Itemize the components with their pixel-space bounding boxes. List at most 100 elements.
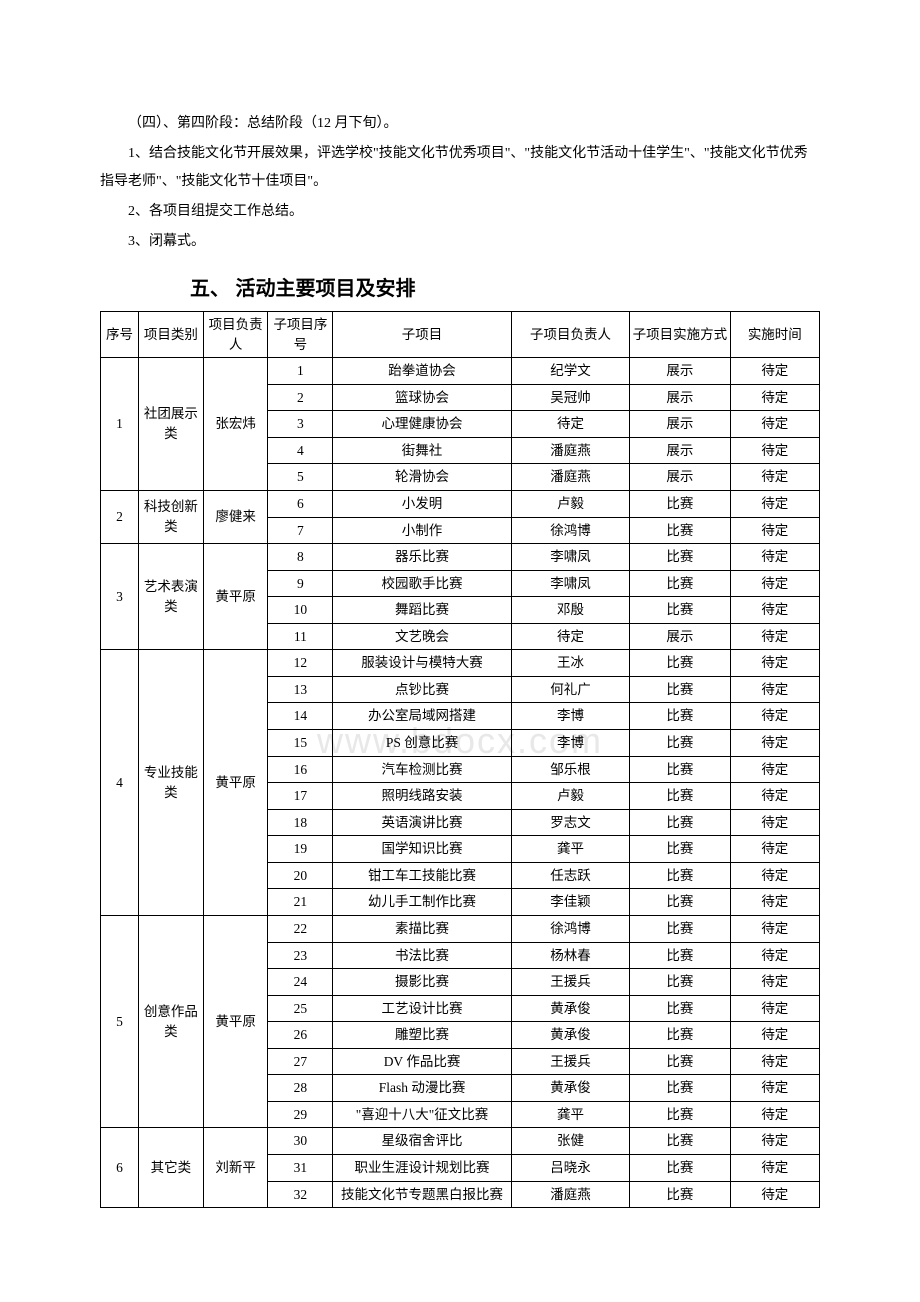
cell-seq: 6 (101, 1128, 139, 1208)
table-row: 5创意作品类黄平原22素描比赛徐鸿博比赛待定 (101, 915, 820, 942)
table-row: 2科技创新类廖健来6小发明卢毅比赛待定 (101, 490, 820, 517)
cell-owner: 龚平 (511, 1101, 629, 1128)
cell-subproject: 国学知识比赛 (333, 836, 512, 863)
cell-subproject: 照明线路安装 (333, 783, 512, 810)
cell-owner: 邹乐根 (511, 756, 629, 783)
cell-mode: 展示 (630, 464, 730, 491)
cell-subseq: 15 (268, 730, 333, 757)
cell-subproject: PS 创意比赛 (333, 730, 512, 757)
cell-owner: 李啸凤 (511, 570, 629, 597)
cell-time: 待定 (730, 756, 819, 783)
cell-subseq: 29 (268, 1101, 333, 1128)
cell-category: 其它类 (138, 1128, 203, 1208)
header-cat: 项目类别 (138, 312, 203, 358)
cell-subproject: "喜迎十八大"征文比赛 (333, 1101, 512, 1128)
cell-mode: 比赛 (630, 942, 730, 969)
cell-mode: 比赛 (630, 862, 730, 889)
cell-mode: 展示 (630, 358, 730, 385)
cell-subproject: 星级宿舍评比 (333, 1128, 512, 1155)
cell-subseq: 19 (268, 836, 333, 863)
cell-time: 待定 (730, 969, 819, 996)
cell-subseq: 25 (268, 995, 333, 1022)
cell-mode: 比赛 (630, 597, 730, 624)
cell-subproject: 跆拳道协会 (333, 358, 512, 385)
table-row: 6其它类刘新平30星级宿舍评比张健比赛待定 (101, 1128, 820, 1155)
cell-time: 待定 (730, 623, 819, 650)
cell-mode: 比赛 (630, 1048, 730, 1075)
cell-time: 待定 (730, 676, 819, 703)
header-owner: 子项目负责人 (511, 312, 629, 358)
cell-subseq: 10 (268, 597, 333, 624)
cell-subproject: 小制作 (333, 517, 512, 544)
cell-mode: 比赛 (630, 1075, 730, 1102)
cell-owner: 张健 (511, 1128, 629, 1155)
cell-subproject: 幼儿手工制作比赛 (333, 889, 512, 916)
cell-owner: 罗志文 (511, 809, 629, 836)
cell-owner: 吴冠帅 (511, 384, 629, 411)
cell-time: 待定 (730, 783, 819, 810)
cell-subproject: 技能文化节专题黑白报比赛 (333, 1181, 512, 1208)
cell-time: 待定 (730, 703, 819, 730)
cell-subproject: 职业生涯设计规划比赛 (333, 1155, 512, 1182)
cell-seq: 2 (101, 490, 139, 543)
cell-mode: 比赛 (630, 544, 730, 571)
cell-time: 待定 (730, 862, 819, 889)
cell-subproject: 篮球协会 (333, 384, 512, 411)
cell-owner: 李博 (511, 730, 629, 757)
cell-owner: 徐鸿博 (511, 915, 629, 942)
cell-owner: 徐鸿博 (511, 517, 629, 544)
cell-mode: 比赛 (630, 1128, 730, 1155)
cell-subproject: 街舞社 (333, 437, 512, 464)
cell-mode: 比赛 (630, 889, 730, 916)
cell-time: 待定 (730, 1022, 819, 1049)
cell-subproject: DV 作品比赛 (333, 1048, 512, 1075)
cell-time: 待定 (730, 836, 819, 863)
cell-time: 待定 (730, 1075, 819, 1102)
cell-time: 待定 (730, 650, 819, 677)
cell-seq: 3 (101, 544, 139, 650)
cell-owner: 待定 (511, 623, 629, 650)
cell-subseq: 14 (268, 703, 333, 730)
cell-subproject: 舞蹈比赛 (333, 597, 512, 624)
header-time: 实施时间 (730, 312, 819, 358)
cell-owner: 潘庭燕 (511, 437, 629, 464)
cell-subseq: 5 (268, 464, 333, 491)
cell-subseq: 3 (268, 411, 333, 438)
cell-subseq: 20 (268, 862, 333, 889)
cell-subseq: 27 (268, 1048, 333, 1075)
cell-mode: 比赛 (630, 650, 730, 677)
cell-subproject: Flash 动漫比赛 (333, 1075, 512, 1102)
cell-subproject: 摄影比赛 (333, 969, 512, 996)
cell-subseq: 17 (268, 783, 333, 810)
paragraph-item1: 1、结合技能文化节开展效果，评选学校"技能文化节优秀项目"、"技能文化节活动十佳… (100, 140, 820, 196)
cell-subproject: 小发明 (333, 490, 512, 517)
cell-mode: 比赛 (630, 1181, 730, 1208)
cell-time: 待定 (730, 517, 819, 544)
cell-time: 待定 (730, 915, 819, 942)
cell-subproject: 文艺晚会 (333, 623, 512, 650)
cell-owner: 待定 (511, 411, 629, 438)
cell-time: 待定 (730, 995, 819, 1022)
cell-time: 待定 (730, 809, 819, 836)
cell-seq: 1 (101, 358, 139, 491)
cell-subproject: 工艺设计比赛 (333, 995, 512, 1022)
cell-subseq: 16 (268, 756, 333, 783)
cell-category: 社团展示类 (138, 358, 203, 491)
section-heading: 五、 活动主要项目及安排 (190, 272, 820, 301)
table-row: 4专业技能类黄平原12服装设计与模特大赛王冰比赛待定 (101, 650, 820, 677)
cell-subseq: 11 (268, 623, 333, 650)
cell-category: 创意作品类 (138, 915, 203, 1128)
cell-mode: 比赛 (630, 703, 730, 730)
cell-owner: 王援兵 (511, 1048, 629, 1075)
cell-owner: 李啸凤 (511, 544, 629, 571)
cell-manager: 黄平原 (203, 915, 268, 1128)
cell-subproject: 英语演讲比赛 (333, 809, 512, 836)
cell-owner: 邓殷 (511, 597, 629, 624)
cell-time: 待定 (730, 889, 819, 916)
cell-time: 待定 (730, 437, 819, 464)
cell-subseq: 6 (268, 490, 333, 517)
cell-manager: 张宏炜 (203, 358, 268, 491)
cell-subseq: 9 (268, 570, 333, 597)
cell-subproject: 点钞比赛 (333, 676, 512, 703)
header-mgr: 项目负责人 (203, 312, 268, 358)
